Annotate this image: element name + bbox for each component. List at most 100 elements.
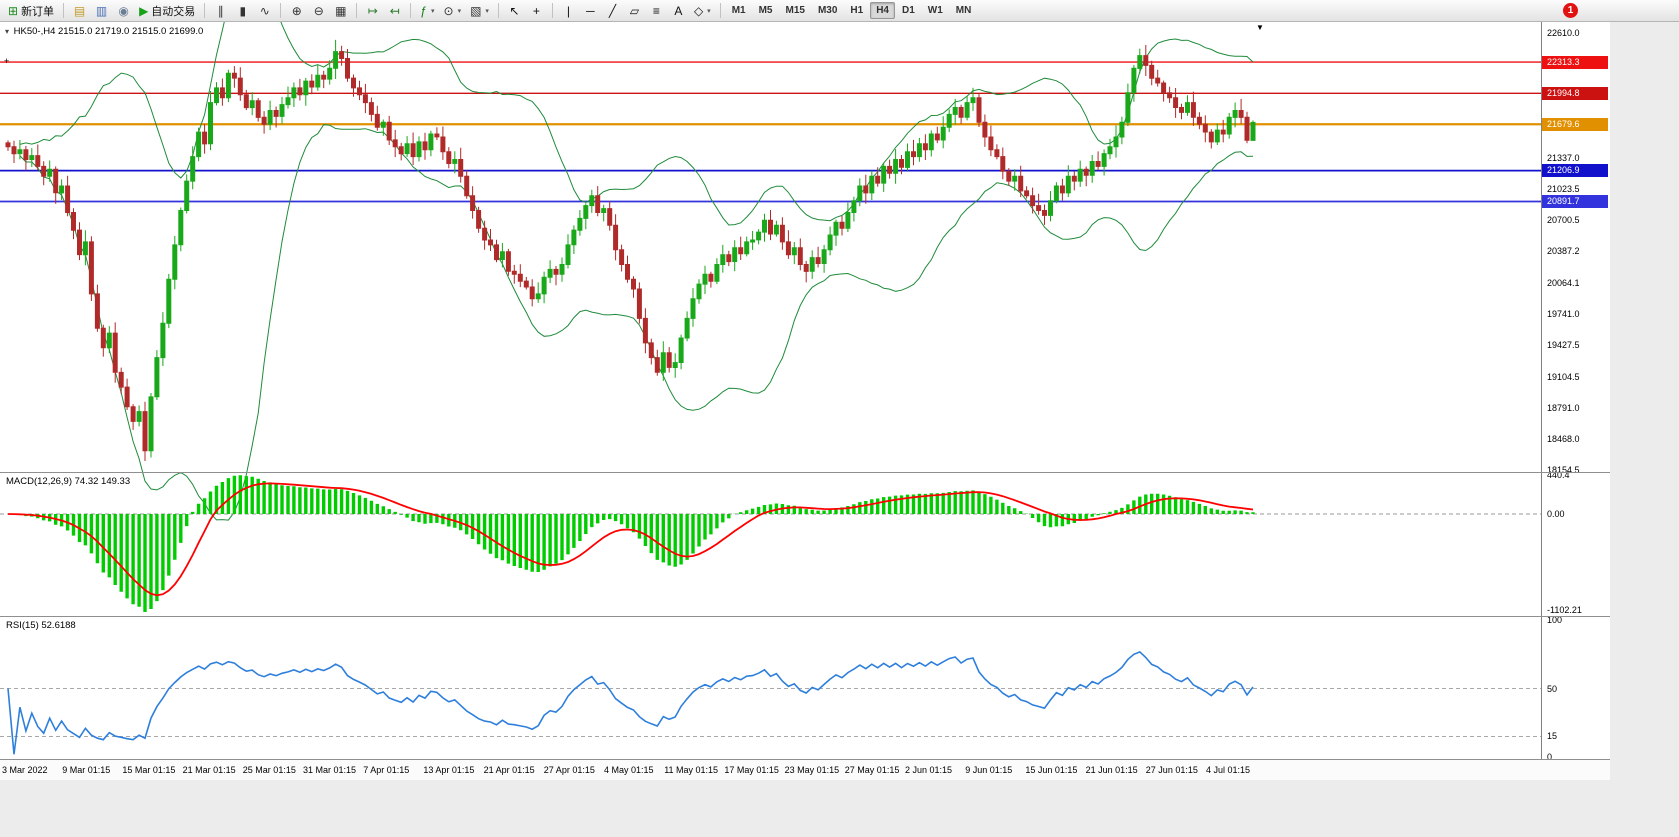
price-axis[interactable]: 22610.0 21337.0 21023.5 20700.5 20387.2 20064…: [1541, 22, 1610, 762]
fibonacci-button[interactable]: ≡: [646, 1, 667, 20]
shapes-icon: ◇: [693, 3, 704, 18]
cursor-button[interactable]: ↖: [504, 1, 525, 20]
chart-collapse-icon[interactable]: ▾: [5, 27, 10, 36]
chevron-down-icon: ▾: [457, 7, 462, 15]
timeframe-M1-button[interactable]: M1: [731, 5, 746, 16]
time-axis[interactable]: 3 Mar 2022 9 Mar 01:15 15 Mar 01:15 21 Mar …: [0, 759, 1610, 780]
auto-scroll-button[interactable]: ↦: [362, 1, 383, 20]
chart-canvas[interactable]: [0, 22, 1541, 759]
new-order-button-label: 新订单: [21, 5, 55, 18]
timeframe-D1-button[interactable]: D1: [902, 5, 915, 16]
new-order-button[interactable]: ⊞ 新订单: [4, 1, 58, 20]
tile-windows-button[interactable]: ▦: [330, 1, 351, 20]
price-tick-label: 19427.5: [1547, 340, 1580, 351]
bull-candle-wicks: [19, 39, 1254, 458]
macd-tick-label: 0.00: [1547, 508, 1565, 519]
line-chart-icon: ∿: [259, 3, 270, 18]
chart-title: ▾ HK50-,H4 21515.0 21719.0 21515.0 21699…: [5, 26, 203, 37]
rsi-tick-label: 0: [1547, 752, 1553, 762]
bar-chart-button[interactable]: ∥: [210, 1, 231, 20]
trendline-icon: ╱: [608, 3, 617, 18]
horizontal-line-button[interactable]: ─: [580, 1, 601, 20]
chart-shift-marker-icon[interactable]: ▼: [1256, 23, 1264, 32]
timeframe-MN-button[interactable]: MN: [955, 5, 972, 16]
market-watch-icon: ◉: [118, 3, 129, 18]
price-level-tag: 22313.3: [1542, 55, 1608, 69]
time-tick-label: 11 May 01:15: [664, 765, 719, 775]
bear-candle-wicks: [7, 45, 1248, 461]
timeframe-H4-button[interactable]: H4: [870, 2, 895, 19]
zoom-in-button[interactable]: ⊕: [286, 1, 307, 20]
market-watch-button[interactable]: ◉: [113, 1, 134, 20]
price-tick-label: 22610.0: [1547, 28, 1580, 38]
templates-icon: ▧: [470, 3, 482, 18]
timeframe-M5-button[interactable]: M5: [758, 5, 773, 16]
timeframe-M15-button[interactable]: M15: [785, 5, 805, 16]
time-tick-label: 27 Jun 01:15: [1145, 765, 1198, 775]
shapes-button[interactable]: ◇ ▾: [690, 1, 715, 20]
chevron-down-icon: ▾: [707, 7, 711, 15]
price-tick-label: 21337.0: [1547, 152, 1580, 163]
new-chart-icon: ▤: [73, 3, 86, 18]
time-tick-label: 9 Jun 01:15: [965, 765, 1013, 775]
time-tick-label: 25 Mar 01:15: [242, 765, 296, 775]
cursor-icon: ↖: [509, 3, 520, 18]
timeframe-W1-button[interactable]: W1: [927, 5, 943, 16]
crosshair-icon: +: [532, 3, 540, 18]
price-tick-label: 21023.5: [1547, 183, 1580, 194]
rsi-pane-splitter[interactable]: [0, 616, 1610, 617]
time-tick-label: 4 Jul 01:15: [1206, 765, 1251, 775]
price-level-tag: 21994.8: [1542, 86, 1608, 100]
candlestick-chart-button[interactable]: ▮: [232, 1, 253, 20]
new-order-icon: ⊞: [8, 3, 19, 18]
time-tick-label: 9 Mar 01:15: [62, 765, 111, 775]
trendline-button[interactable]: ╱: [602, 1, 623, 20]
new-chart-button[interactable]: ▤: [69, 1, 90, 20]
time-tick-label: 7 Apr 01:15: [363, 765, 410, 775]
time-tick-label: 13 Apr 01:15: [423, 765, 475, 775]
macd-tick-label: -1102.21: [1547, 605, 1582, 615]
zoom-out-button[interactable]: ⊖: [308, 1, 329, 20]
time-tick-label: 15 Mar 01:15: [122, 765, 176, 775]
notification-badge[interactable]: 1: [1563, 3, 1578, 18]
text-button[interactable]: A: [668, 1, 689, 20]
timeframe-M30-button[interactable]: M30: [817, 5, 838, 16]
timeframe-H1-button[interactable]: H1: [850, 5, 864, 16]
toolbar-separator: [356, 3, 358, 18]
time-tick-label: 21 Mar 01:15: [182, 765, 236, 775]
channel-button[interactable]: ▱: [624, 1, 645, 20]
templates-button[interactable]: ▧ ▾: [466, 1, 493, 20]
profiles-button[interactable]: ▥: [91, 1, 112, 20]
toolbar-separator: [719, 3, 721, 18]
vertical-line-button[interactable]: |: [558, 1, 579, 20]
horizontal-line-icon: ─: [586, 3, 595, 18]
line-chart-button[interactable]: ∿: [254, 1, 275, 20]
text-icon: A: [674, 3, 683, 18]
chart-symbol-period: HK50-,H4: [13, 26, 56, 37]
time-tick-label: 2 Jun 01:15: [905, 765, 953, 775]
vertical-line-icon: |: [566, 3, 570, 18]
chart-shift-button[interactable]: ↤: [384, 1, 405, 20]
auto-scroll-icon: ↦: [367, 3, 378, 18]
price-level-tag: 20891.7: [1542, 195, 1608, 209]
toolbar-separator: [551, 3, 553, 18]
auto-trading-button[interactable]: ▶ 自动交易: [135, 1, 199, 20]
bear-candle-bodies: [5, 51, 1250, 452]
price-tick-label: 20387.2: [1547, 246, 1580, 256]
time-tick-label: 21 Jun 01:15: [1085, 765, 1138, 775]
periods-button[interactable]: ⊙ ▾: [440, 1, 466, 20]
zoom-in-icon: ⊕: [291, 3, 302, 18]
chart-shift-icon: ↤: [389, 3, 400, 18]
toolbar-separator: [63, 3, 65, 18]
time-tick-label: 31 Mar 01:15: [303, 765, 357, 775]
price-tick-label: 18468.0: [1547, 434, 1580, 445]
crosshair-button[interactable]: +: [526, 1, 547, 20]
fibonacci-icon: ≡: [652, 3, 660, 18]
periods-icon: ⊙: [443, 3, 454, 18]
macd-pane-splitter[interactable]: [0, 472, 1610, 473]
zoom-out-icon: ⊖: [313, 3, 324, 18]
toolbar-separator: [204, 3, 206, 18]
auto-trading-icon: ▶: [139, 3, 149, 18]
indicators-button[interactable]: ƒ ▾: [416, 1, 438, 20]
